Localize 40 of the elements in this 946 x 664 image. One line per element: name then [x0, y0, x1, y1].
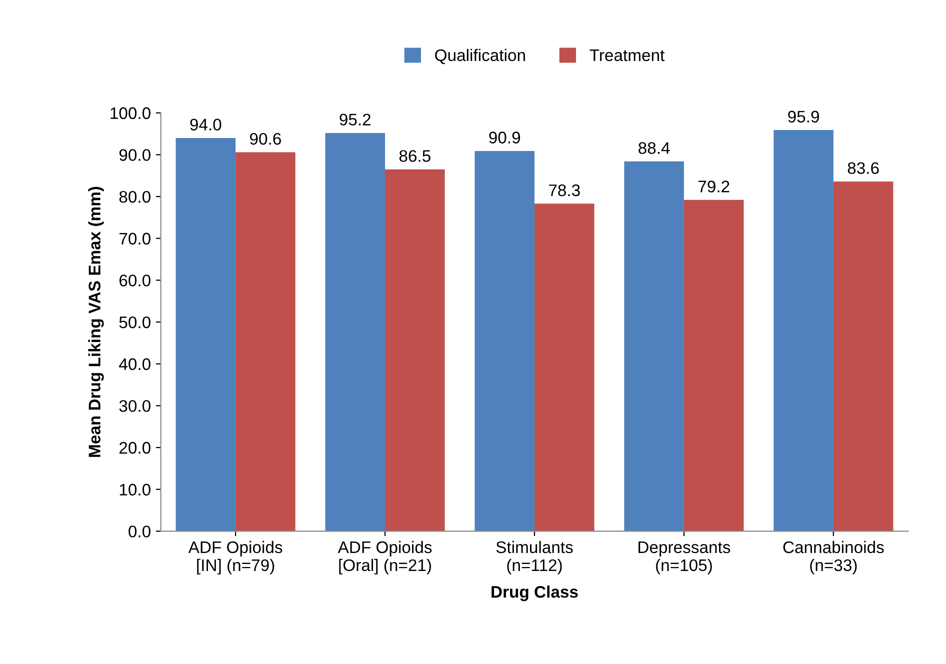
- data-label: 95.9: [788, 110, 819, 123]
- data-label: 90.6: [250, 132, 281, 145]
- data-label: 95.2: [340, 114, 371, 126]
- x-tick-label: ADF Opioids [IN] (n=79): [188, 540, 282, 574]
- bar: [236, 152, 296, 532]
- y-tick-label: 80.0: [119, 190, 150, 203]
- y-tick-label: 100.0: [110, 107, 150, 120]
- x-tick-label: Stimulants (n=112): [496, 540, 573, 574]
- legend-label: Qualification: [435, 48, 525, 64]
- bar: [474, 150, 534, 532]
- bar: [774, 130, 834, 532]
- data-label: 94.0: [190, 118, 222, 131]
- y-axis-title: Mean Drug Liking VAS Emax (mm): [88, 186, 104, 457]
- x-axis-title: Drug Class: [492, 586, 578, 602]
- y-tick-label: 20.0: [120, 442, 150, 454]
- data-label: 90.9: [489, 132, 520, 144]
- bar: [624, 161, 684, 532]
- y-tick-label: 60.0: [120, 274, 150, 286]
- y-tick-label: 40.0: [119, 358, 150, 370]
- legend-label: Treatment: [590, 49, 665, 62]
- bar: [176, 138, 236, 532]
- y-tick-label: 90.0: [119, 149, 150, 161]
- y-tick-label: 30.0: [119, 400, 150, 412]
- data-label: 88.4: [638, 142, 670, 154]
- bar: [684, 200, 744, 532]
- data-label: 79.2: [698, 180, 730, 192]
- bar: [534, 204, 594, 532]
- data-label: 78.3: [549, 184, 580, 196]
- x-tick-label: ADF Opioids [Oral] (n=21): [338, 540, 432, 574]
- y-tick-label: 0.0: [128, 526, 150, 538]
- bar: [325, 132, 386, 532]
- y-tick-label: 10.0: [120, 484, 150, 496]
- bar: [385, 169, 445, 532]
- y-tick-label: 50.0: [119, 316, 150, 328]
- data-label: 86.5: [399, 150, 430, 162]
- x-tick-label: Cannabinoids (n=33): [783, 540, 884, 574]
- y-tick-label: 70.0: [120, 232, 150, 245]
- bar: [833, 181, 894, 532]
- x-tick-label: Depressants (n=105): [638, 542, 730, 574]
- data-label: 83.6: [848, 162, 879, 174]
